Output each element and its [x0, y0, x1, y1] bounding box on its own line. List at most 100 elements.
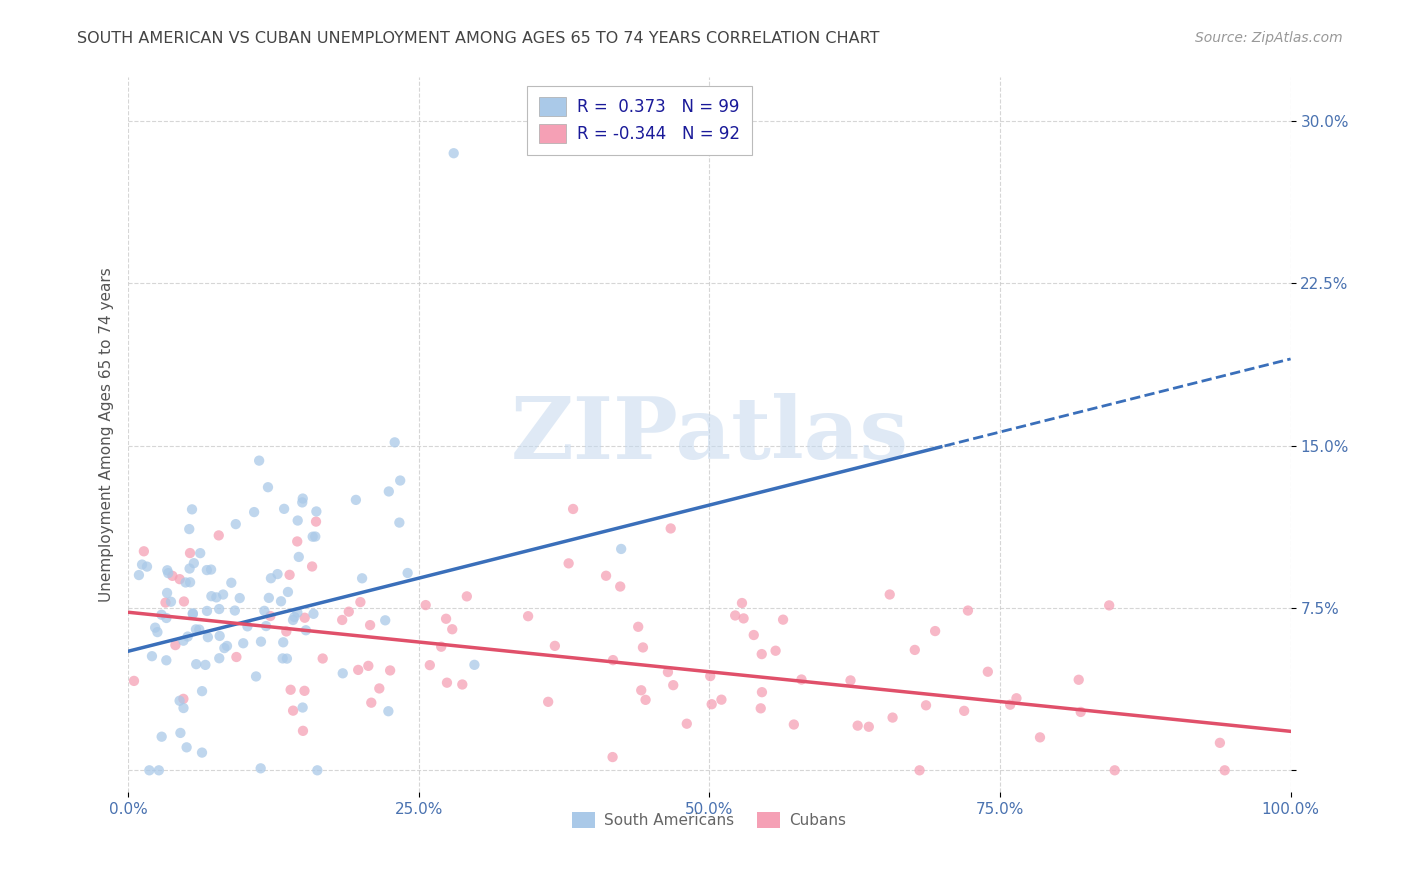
Point — [156, 586, 179, 600]
Point — [174, 575, 197, 590]
Point — [675, 716, 697, 731]
Point — [389, 474, 412, 488]
Point — [281, 704, 304, 718]
Point — [998, 698, 1021, 712]
Point — [332, 666, 354, 681]
Point — [360, 696, 382, 710]
Point — [229, 591, 252, 605]
Point — [155, 611, 177, 625]
Point — [602, 653, 624, 667]
Point — [659, 521, 682, 535]
Point — [662, 678, 685, 692]
Point — [879, 587, 901, 601]
Point — [839, 673, 862, 688]
Point — [181, 502, 204, 516]
Point — [155, 653, 177, 667]
Point — [710, 692, 733, 706]
Point — [165, 638, 187, 652]
Point — [1104, 764, 1126, 778]
Point — [169, 694, 191, 708]
Point — [184, 623, 207, 637]
Point — [456, 590, 478, 604]
Point — [259, 609, 281, 624]
Point — [212, 588, 235, 602]
Point — [287, 514, 309, 528]
Point — [1067, 673, 1090, 687]
Point — [271, 651, 294, 665]
Point — [699, 669, 721, 683]
Point — [236, 619, 259, 633]
Point — [285, 534, 308, 549]
Point — [214, 641, 236, 656]
Point — [337, 605, 360, 619]
Point — [176, 740, 198, 755]
Point — [172, 691, 194, 706]
Point — [245, 669, 267, 683]
Point — [610, 541, 633, 556]
Point — [247, 453, 270, 467]
Point — [221, 575, 243, 590]
Point — [307, 764, 329, 778]
Point — [344, 492, 367, 507]
Point — [277, 585, 299, 599]
Point — [266, 567, 288, 582]
Point — [357, 658, 380, 673]
Point — [276, 624, 298, 639]
Point — [602, 750, 624, 764]
Point — [765, 644, 787, 658]
Point — [443, 146, 465, 161]
Point — [191, 746, 214, 760]
Point — [281, 613, 304, 627]
Point — [200, 563, 222, 577]
Point — [197, 630, 219, 644]
Point — [179, 561, 201, 575]
Point — [287, 606, 309, 620]
Point — [169, 572, 191, 586]
Point — [254, 619, 277, 633]
Point — [908, 764, 931, 778]
Point — [169, 726, 191, 740]
Point — [183, 556, 205, 570]
Point — [374, 613, 396, 627]
Point — [384, 435, 406, 450]
Point — [301, 559, 323, 574]
Point — [280, 682, 302, 697]
Y-axis label: Unemployment Among Ages 65 to 74 years: Unemployment Among Ages 65 to 74 years — [100, 268, 114, 602]
Point — [138, 764, 160, 778]
Point — [288, 549, 311, 564]
Point — [181, 607, 204, 621]
Point — [146, 625, 169, 640]
Point — [1005, 691, 1028, 706]
Text: ZIPatlas: ZIPatlas — [510, 392, 908, 476]
Point — [249, 761, 271, 775]
Point — [1098, 599, 1121, 613]
Point — [160, 595, 183, 609]
Point — [733, 611, 755, 625]
Point — [627, 620, 650, 634]
Point — [155, 596, 177, 610]
Point — [276, 651, 298, 665]
Point — [260, 571, 283, 585]
Point — [225, 517, 247, 532]
Point — [291, 723, 314, 738]
Point — [270, 594, 292, 608]
Point — [131, 558, 153, 572]
Point — [271, 635, 294, 649]
Point — [783, 717, 806, 731]
Point — [156, 563, 179, 577]
Point — [434, 612, 457, 626]
Point — [232, 636, 254, 650]
Point — [441, 622, 464, 636]
Point — [388, 516, 411, 530]
Point — [181, 607, 204, 621]
Point — [368, 681, 391, 696]
Point — [188, 623, 211, 637]
Point — [224, 603, 246, 617]
Point — [136, 559, 159, 574]
Point — [179, 522, 201, 536]
Point — [273, 501, 295, 516]
Point — [700, 697, 723, 711]
Point — [904, 643, 927, 657]
Point — [724, 608, 747, 623]
Point — [882, 710, 904, 724]
